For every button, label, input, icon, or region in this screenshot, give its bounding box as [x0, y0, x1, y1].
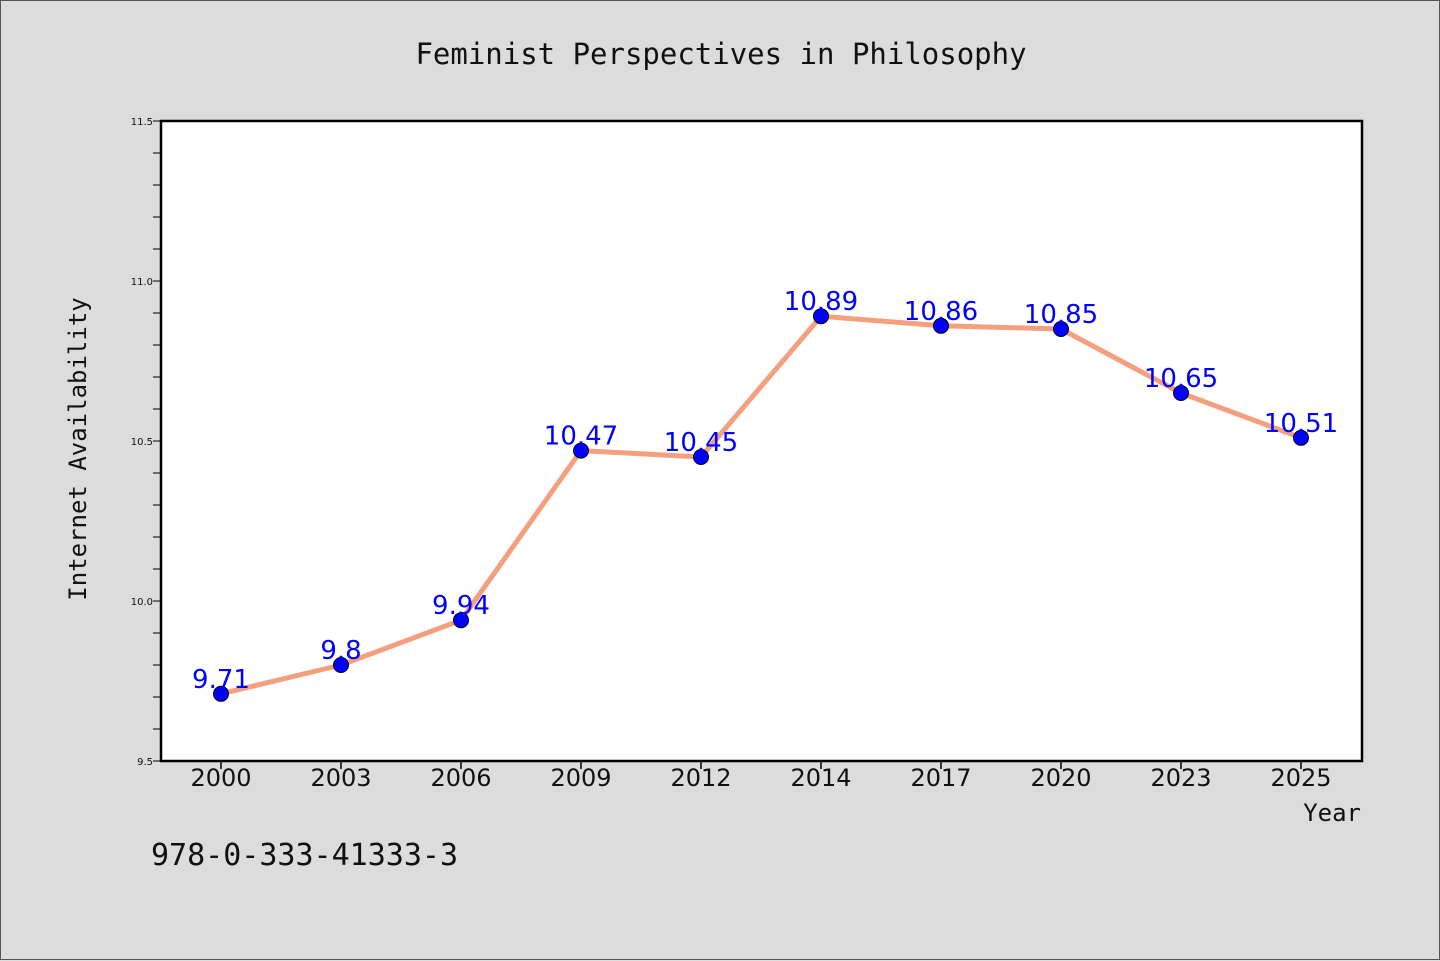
- chart-title: Feminist Perspectives in Philosophy: [415, 37, 1026, 71]
- data-point: [573, 442, 589, 459]
- x-axis-label: Year: [1303, 799, 1361, 827]
- data-point: [333, 657, 349, 673]
- y-tick-label: 11.0: [131, 277, 153, 288]
- data-point: [453, 612, 469, 629]
- x-tick-label: 2003: [310, 764, 371, 792]
- data-point: [1173, 385, 1189, 401]
- data-label: 10.65: [1144, 364, 1218, 394]
- data-point: [933, 317, 949, 334]
- data-label-group: 9.71 9.8 9.94 10.47 10.45 10.89 10.86 10.85 10.6…: [192, 287, 1338, 695]
- y-tick-label: 11.5: [131, 117, 153, 128]
- plot-area: [159, 119, 1364, 763]
- x-tick-label: 2009: [550, 764, 611, 792]
- x-axis: 2000 2003 2006 2009 2012 2014 2017 2020 2023 2025: [190, 761, 1332, 792]
- x-tick-label: 2023: [1150, 764, 1211, 792]
- data-label: 9.94: [432, 591, 490, 621]
- data-point: [1293, 429, 1309, 446]
- data-label: 10.85: [1024, 300, 1098, 330]
- data-label: 9.71: [192, 665, 250, 695]
- data-point: [213, 685, 229, 702]
- x-tick-label: 2006: [430, 764, 491, 792]
- series-line: [220, 313, 1302, 697]
- x-tick-label: 2025: [1270, 764, 1331, 792]
- y-axis: 9.5 10.0 10.5 11.0 11.5: [131, 117, 161, 768]
- data-label: 9.8: [320, 636, 361, 666]
- data-label: 10.47: [544, 422, 618, 452]
- y-tick-label: 10.5: [131, 437, 153, 448]
- isbn-text: 978-0-333-41333-3: [151, 838, 458, 873]
- data-label: 10.45: [664, 428, 738, 458]
- x-tick-label: 2014: [790, 764, 851, 792]
- y-tick-label: 9.5: [137, 757, 153, 768]
- data-point: [693, 449, 709, 465]
- data-label: 10.86: [904, 297, 978, 327]
- series-line-group: [213, 308, 1309, 702]
- x-tick-label: 2020: [1030, 764, 1091, 792]
- x-tick-label: 2000: [190, 764, 251, 792]
- data-point: [813, 308, 829, 325]
- y-tick-label: 10.0: [131, 597, 153, 608]
- data-label: 10.51: [1264, 409, 1338, 439]
- x-tick-label: 2012: [670, 764, 731, 792]
- x-tick-label: 2017: [910, 764, 971, 792]
- data-label: 10.89: [784, 287, 858, 317]
- data-point: [1053, 321, 1069, 337]
- y-axis-label: Internet Availability: [64, 297, 92, 600]
